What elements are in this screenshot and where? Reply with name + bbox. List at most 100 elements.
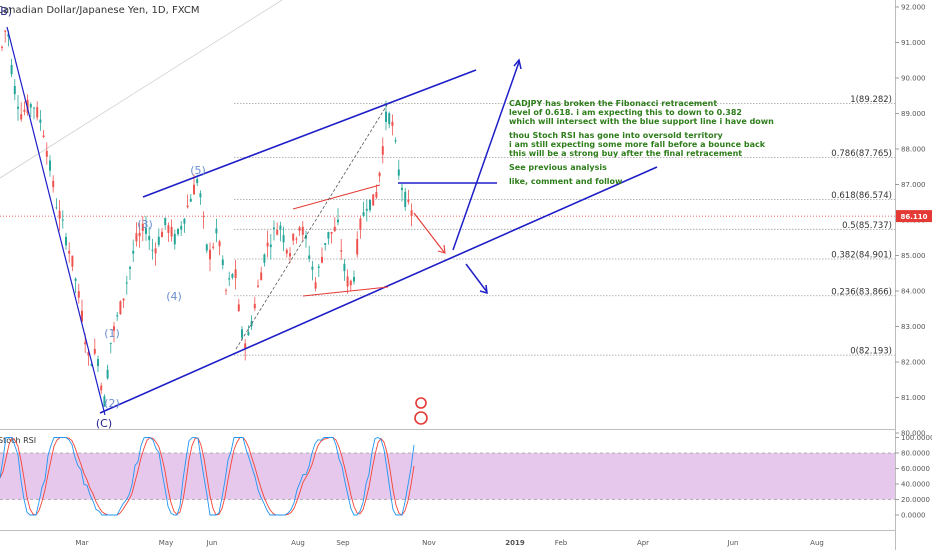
candle-body	[23, 109, 26, 112]
indicator-tick-label: 100.0000	[901, 434, 932, 442]
candle-body	[257, 285, 259, 287]
note-line: See previous analysis	[509, 163, 607, 172]
indicator-tick-label: 20.0000	[901, 496, 930, 504]
candle-body	[116, 315, 119, 317]
fibonacci-levels: 1(89.282) 0.786(87.765) 0.618(86.574) 0.5(8…	[0, 95, 895, 357]
candle-body	[404, 191, 407, 207]
price-tick-label: 87.000	[901, 181, 926, 189]
candle-body	[113, 326, 115, 331]
candle-body	[58, 210, 61, 219]
candle-body	[68, 250, 71, 254]
current-price-label: 86.110	[900, 213, 927, 221]
time-tick-label: 2019	[505, 539, 525, 547]
candle-body	[321, 256, 323, 263]
candle-body	[164, 217, 167, 226]
candle-body	[10, 64, 13, 75]
candle-body	[260, 272, 263, 281]
candle-body	[372, 194, 375, 206]
candle-body	[394, 140, 397, 142]
price-tick-label: 89.000	[901, 110, 926, 118]
chart-title: Canadian Dollar/Japanese Yen, 1D, FXCM	[0, 5, 199, 16]
candle-body	[161, 231, 163, 238]
candle-body	[221, 259, 224, 266]
candle-body	[250, 321, 253, 327]
current-price-tag	[896, 210, 932, 223]
wave-label: (B)	[0, 5, 12, 18]
candle-body	[170, 226, 173, 237]
candle-body	[39, 119, 42, 123]
candle-body	[215, 228, 218, 234]
candle-body	[381, 146, 384, 155]
arrow-up-line	[452, 61, 520, 251]
candle-body	[385, 111, 387, 122]
candle-body	[125, 282, 128, 284]
candle-body	[317, 266, 320, 268]
fib-level-label: 0.236(83.866)	[831, 287, 892, 297]
candle-body	[285, 249, 288, 254]
candle-body	[369, 199, 371, 211]
candle-body	[93, 348, 96, 354]
candle-body	[1, 46, 3, 48]
candle-body	[193, 184, 195, 195]
candle-body	[276, 230, 279, 235]
wedge-lower-line	[302, 286, 389, 297]
candle-body	[269, 244, 272, 248]
candle-body	[231, 274, 234, 278]
candle-body	[388, 113, 391, 125]
annotation-note: CADJPY has broken the Fibonacci retracem…	[509, 99, 774, 186]
candle-body	[97, 359, 99, 367]
candle-body	[145, 228, 147, 234]
candle-body	[401, 187, 403, 191]
price-tick-label: 80.000	[901, 430, 926, 438]
candle-body	[298, 227, 301, 231]
candle-body	[55, 207, 58, 209]
stoch-d-line	[0, 436, 415, 516]
candle-body	[103, 396, 106, 407]
candle-body	[129, 267, 131, 269]
candle-body	[106, 369, 109, 379]
candle-body	[141, 223, 144, 231]
candle-body	[333, 226, 336, 232]
time-tick-label: Sep	[336, 539, 350, 547]
candle-body	[205, 244, 208, 251]
candle-body	[212, 246, 215, 248]
candle-body	[151, 249, 154, 251]
wave-label: (2)	[104, 397, 120, 410]
candle-body	[295, 238, 298, 240]
candle-body	[177, 228, 179, 235]
candle-body	[189, 198, 192, 202]
wave-label: (C)	[96, 417, 112, 430]
wave-label: (1)	[104, 327, 120, 340]
candle-body	[36, 107, 39, 118]
candle-body	[29, 104, 32, 108]
candle-body	[61, 219, 64, 221]
fib-level-label: 0.382(84.901)	[831, 251, 892, 261]
candles[interactable]	[1, 29, 413, 407]
fib-level-label: 1(89.282)	[850, 95, 892, 105]
time-tick-label: Feb	[555, 539, 568, 547]
candle-body	[119, 301, 122, 315]
note-line: like, comment and follow	[509, 177, 623, 186]
candle-body	[42, 135, 45, 137]
price-tick-label: 90.000	[901, 75, 926, 83]
arrow-up-head	[513, 58, 522, 70]
candle-body	[337, 219, 339, 223]
candle-body	[45, 150, 48, 157]
candle-body	[199, 193, 202, 198]
support-trend-line	[99, 166, 658, 414]
logo-icon	[415, 397, 427, 409]
candle-body	[109, 342, 112, 344]
candle-body	[273, 227, 275, 230]
candle-body	[410, 210, 413, 217]
candle-body	[49, 160, 51, 171]
candle-body	[375, 192, 378, 198]
candle-body	[349, 280, 352, 286]
candle-body	[292, 234, 295, 241]
candle-body	[378, 172, 381, 177]
candle-body	[180, 225, 183, 230]
indicator-tick-label: 80.0000	[901, 450, 930, 458]
price-tick-label: 88.000	[901, 146, 926, 154]
candle-body	[225, 289, 227, 291]
price-tick-label: 85.000	[901, 252, 926, 260]
candle-body	[148, 236, 151, 241]
